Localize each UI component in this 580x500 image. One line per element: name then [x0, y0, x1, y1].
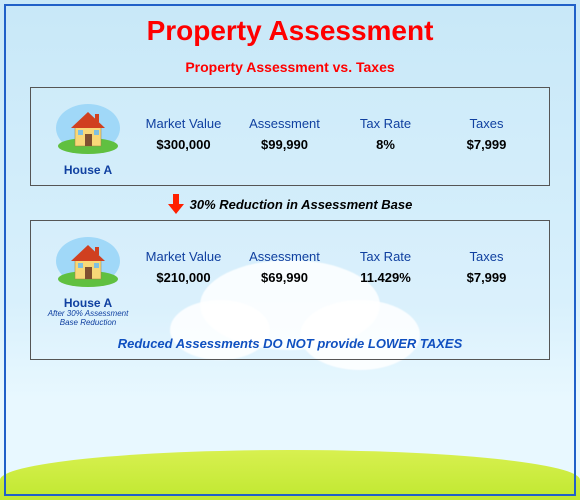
footnote: Reduced Assessments DO NOT provide LOWER… [43, 336, 537, 351]
metric-tax-rate-1: Tax Rate 8% [335, 116, 436, 152]
reduction-text: 30% Reduction in Assessment Base [190, 197, 413, 212]
metric-taxes-2: Taxes $7,999 [436, 249, 537, 285]
metric-assessment-1: Assessment $99,990 [234, 116, 335, 152]
house-icon [53, 231, 123, 287]
ground-decoration [0, 450, 580, 500]
arrow-down-icon [168, 194, 184, 214]
metric-market-value-1: Market Value $300,000 [133, 116, 234, 152]
page-title: Property Assessment [20, 15, 560, 47]
house-a-label-2: House A [43, 296, 133, 310]
house-icon [53, 98, 123, 154]
house-a-label-1: House A [43, 163, 133, 177]
metric-tax-rate-2: Tax Rate 11.429% [335, 249, 436, 285]
metric-market-value-2: Market Value $210,000 [133, 249, 234, 285]
reduction-line: 30% Reduction in Assessment Base [20, 194, 560, 214]
metric-assessment-2: Assessment $69,990 [234, 249, 335, 285]
page-subtitle: Property Assessment vs. Taxes [20, 59, 560, 75]
house-a-sublabel: After 30% Assessment Base Reduction [43, 310, 133, 328]
card-after: House A After 30% Assessment Base Reduct… [30, 220, 550, 360]
metric-taxes-1: Taxes $7,999 [436, 116, 537, 152]
card-before: House A Market Value $300,000 Assessment… [30, 87, 550, 186]
